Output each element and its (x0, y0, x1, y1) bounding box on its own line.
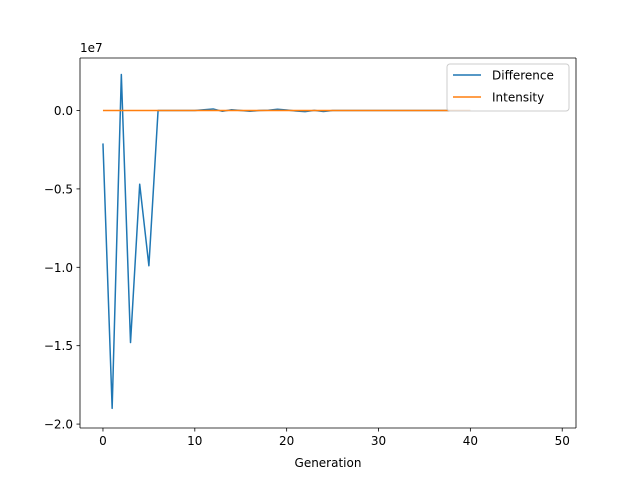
x-axis-ticks: 0 10 20 30 40 50 (99, 428, 570, 448)
y-tick-label: −2.0 (44, 418, 73, 432)
x-tick-label: 20 (279, 434, 294, 448)
y-tick-label: −0.5 (44, 182, 73, 196)
legend-label-intensity: Intensity (492, 91, 544, 105)
legend: Difference Intensity (446, 63, 570, 112)
y-tick-label: −1.5 (44, 339, 73, 353)
y-tick-label: 0.0 (54, 104, 73, 118)
y-tick-label: −1.0 (44, 261, 73, 275)
plot-area (80, 58, 576, 428)
x-tick-label: 50 (555, 434, 570, 448)
x-tick-label: 40 (463, 434, 478, 448)
axes-frame (79, 57, 577, 429)
x-tick-label: 10 (187, 434, 202, 448)
x-axis-label: Generation (295, 456, 362, 470)
y-axis-ticks: 0.0 −0.5 −1.0 −1.5 −2.0 (44, 104, 80, 432)
series-lines (102, 73, 471, 410)
legend-label-difference: Difference (492, 69, 554, 83)
x-tick-label: 30 (371, 434, 386, 448)
x-tick-label: 0 (99, 434, 107, 448)
y-offset-label: 1e7 (80, 41, 103, 55)
